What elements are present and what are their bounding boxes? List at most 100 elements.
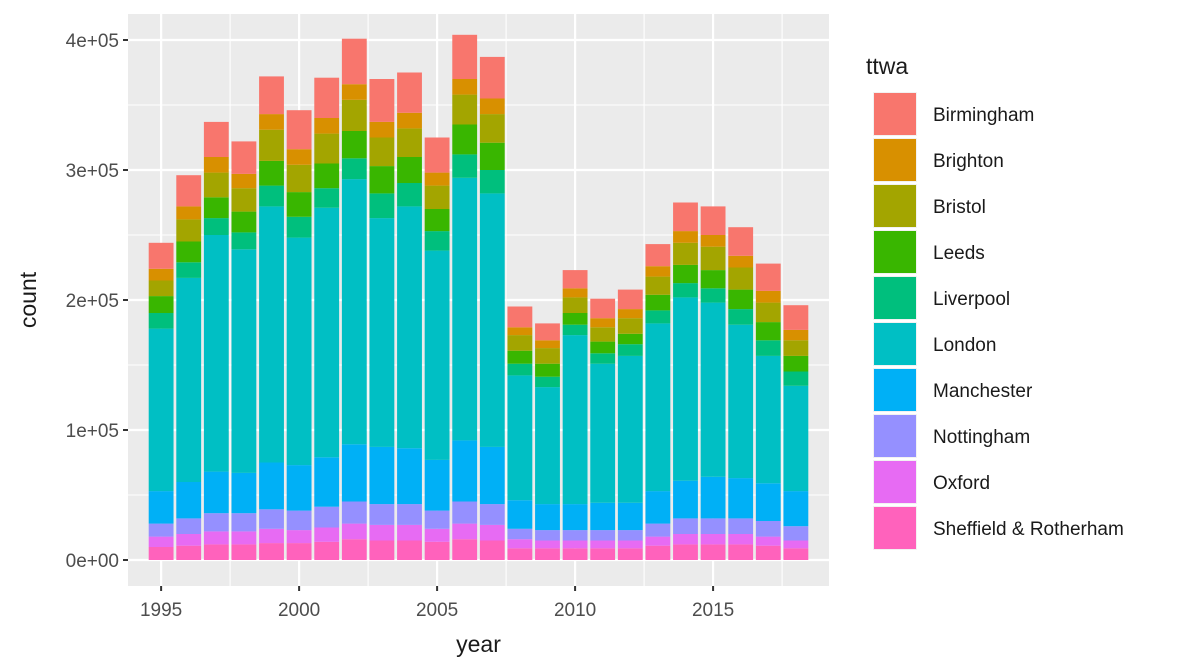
bar-segment [231, 544, 257, 560]
bar-segment [314, 457, 340, 507]
bar-segment [673, 518, 698, 534]
legend-key-swatch [874, 139, 916, 181]
bar-segment [590, 502, 616, 531]
bar-segment [590, 548, 616, 560]
bar-segment [783, 540, 809, 549]
bar-segment [314, 188, 340, 208]
bar-segment [286, 543, 312, 560]
bar-segment [341, 38, 367, 85]
bar-segment [424, 510, 450, 529]
bar-segment [176, 219, 202, 242]
legend-key-swatch [874, 461, 916, 503]
bar-segment [148, 242, 174, 269]
bar-segment [479, 114, 505, 143]
legend-key-swatch [874, 323, 916, 365]
bar-segment [424, 209, 450, 232]
bar-segment [369, 121, 395, 138]
bar-segment [231, 188, 257, 212]
bar-segment [673, 264, 698, 284]
bar-segment [314, 118, 340, 134]
bar-segment [203, 197, 229, 219]
bar-segment [397, 183, 422, 207]
bar-segment [507, 539, 533, 549]
bar-segment [424, 172, 450, 186]
bar-segment [452, 124, 478, 155]
bar-segment [535, 348, 560, 364]
bar-segment [203, 513, 229, 532]
legend-key-swatch [874, 277, 916, 319]
bar-segment [314, 207, 340, 458]
bar-segment [728, 478, 754, 519]
bar-segment [479, 193, 505, 447]
x-axis-title: year [456, 631, 501, 657]
bar-segment [452, 154, 478, 178]
bar-segment [397, 157, 422, 183]
bar-segment [231, 513, 257, 532]
bar-segment [341, 539, 367, 560]
bar-segment [535, 387, 560, 505]
bar-segment [728, 289, 754, 310]
bar-segment [673, 297, 698, 481]
bar-segment [231, 531, 257, 545]
bar-segment [341, 158, 367, 180]
bar-segment [203, 121, 229, 157]
bar-segment [424, 541, 450, 560]
bar-segment [728, 518, 754, 534]
bar-segment [645, 491, 671, 524]
bar-segment [452, 539, 478, 560]
bar-segment [617, 318, 643, 334]
bar-segment [452, 501, 478, 524]
bar-segment [176, 277, 202, 482]
bar-segment [783, 548, 809, 560]
bar-segment [314, 506, 340, 528]
bar-segment [562, 270, 588, 289]
bar-segment [535, 323, 560, 341]
bar-segment [507, 528, 533, 540]
bar-segment [507, 500, 533, 529]
bar-segment [645, 536, 671, 546]
bar-segment [452, 523, 478, 540]
bar-segment [700, 206, 726, 235]
bar-segment [535, 540, 560, 549]
bar-segment [645, 294, 671, 311]
y-tick-label: 2e+05 [66, 291, 119, 312]
bar-segment [148, 296, 174, 313]
bar-segment [286, 110, 312, 150]
bar-segment [755, 340, 781, 356]
bar-segment [617, 548, 643, 560]
bar-segment [728, 267, 754, 290]
bar-segment [535, 376, 560, 388]
bar-segment [341, 99, 367, 131]
bar-segment [176, 482, 202, 519]
bar-segment [203, 218, 229, 235]
bar-segment [700, 476, 726, 519]
bar-segment [424, 250, 450, 460]
x-tick-label: 2000 [278, 600, 320, 621]
bar-segment [176, 534, 202, 546]
bar-segment [203, 172, 229, 198]
legend-key-swatch [874, 507, 916, 549]
legend: ttwa Birmingham Brighton Bristol Leeds Liver… [866, 53, 1124, 550]
bar-segment [479, 446, 505, 505]
bar-segment [231, 211, 257, 233]
bar-segment [424, 137, 450, 173]
bar-segment [535, 530, 560, 541]
bar-segment [673, 480, 698, 519]
bar-segment [617, 502, 643, 531]
legend-label: Nottingham [933, 427, 1030, 448]
bar-segment [341, 131, 367, 159]
bar-segment [590, 341, 616, 354]
bar-segment [535, 363, 560, 377]
bar-segment [479, 170, 505, 194]
bar-segment [369, 218, 395, 447]
bar-segment [645, 310, 671, 324]
x-tick-label: 1995 [140, 600, 182, 621]
bar-segment [341, 523, 367, 540]
x-tick-label: 2015 [692, 600, 734, 621]
bar-segment [452, 177, 478, 441]
bar-segment [535, 548, 560, 560]
x-axis: 1995 2000 2005 2010 2015 [140, 586, 734, 621]
y-tick-label: 1e+05 [66, 421, 119, 442]
bar-segment [286, 164, 312, 193]
bar-segment [562, 313, 588, 325]
